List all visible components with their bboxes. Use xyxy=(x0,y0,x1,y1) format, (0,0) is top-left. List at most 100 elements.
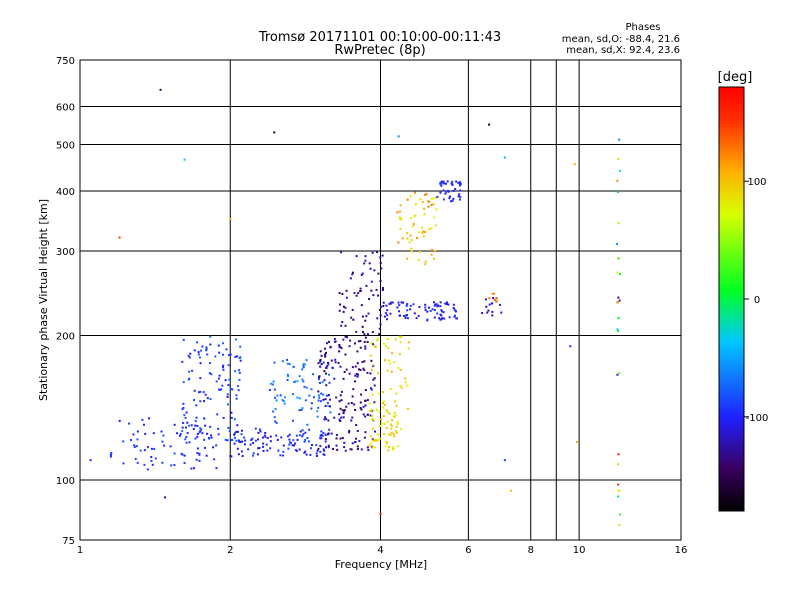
data-point xyxy=(286,362,289,365)
data-point xyxy=(459,184,462,187)
data-point xyxy=(236,430,239,433)
data-point xyxy=(316,415,319,418)
data-point xyxy=(391,301,394,304)
data-point xyxy=(324,354,327,357)
data-point xyxy=(282,450,285,453)
data-point xyxy=(492,292,495,295)
data-point xyxy=(369,387,372,390)
data-point xyxy=(326,433,329,436)
data-point xyxy=(143,449,146,452)
data-point xyxy=(386,369,389,372)
colorbar-ticks: 100 0 -100 xyxy=(744,177,768,424)
data-point xyxy=(282,444,285,447)
data-point xyxy=(276,438,279,441)
data-point xyxy=(315,444,318,447)
data-point xyxy=(257,447,260,450)
data-point xyxy=(256,453,259,456)
data-point xyxy=(381,254,384,257)
data-point xyxy=(423,230,426,233)
data-point xyxy=(373,269,376,272)
data-point xyxy=(198,452,201,455)
y-tick-label: 750 xyxy=(56,56,75,67)
data-point xyxy=(414,203,417,206)
data-point xyxy=(362,367,365,370)
data-point xyxy=(444,192,447,195)
data-point xyxy=(379,323,382,326)
data-point xyxy=(354,342,357,345)
data-point xyxy=(376,339,379,342)
data-point xyxy=(390,427,393,430)
data-point xyxy=(323,449,326,452)
data-point xyxy=(317,406,320,409)
colorbar-tick-label: 100 xyxy=(747,177,766,188)
data-point xyxy=(279,454,282,457)
data-point xyxy=(338,350,341,353)
data-point xyxy=(340,251,343,254)
data-point xyxy=(294,380,297,383)
data-point xyxy=(275,421,278,424)
data-point xyxy=(348,372,351,375)
data-point xyxy=(351,442,354,445)
data-point xyxy=(265,443,268,446)
data-point xyxy=(618,169,621,172)
data-point xyxy=(217,377,220,380)
data-point xyxy=(301,378,304,381)
data-point xyxy=(333,337,336,340)
data-point xyxy=(393,435,396,438)
data-point xyxy=(122,440,125,443)
data-point xyxy=(320,392,323,395)
data-point xyxy=(318,396,321,399)
data-point xyxy=(226,439,229,442)
data-point xyxy=(160,430,163,433)
data-point xyxy=(400,428,403,431)
data-point xyxy=(370,368,373,371)
data-point xyxy=(235,397,238,400)
data-point xyxy=(442,180,445,183)
data-point xyxy=(338,400,341,403)
data-point xyxy=(322,393,325,396)
data-point xyxy=(406,314,409,317)
data-point xyxy=(196,435,199,438)
data-point xyxy=(229,455,232,458)
data-point xyxy=(210,373,213,376)
data-point xyxy=(426,310,429,313)
data-point xyxy=(275,434,278,437)
data-point xyxy=(333,340,336,343)
data-point xyxy=(339,365,342,368)
data-point xyxy=(273,416,276,419)
data-point xyxy=(316,410,319,413)
y-tick-label: 500 xyxy=(56,141,75,152)
data-point xyxy=(379,256,382,259)
data-point xyxy=(373,384,376,387)
data-point xyxy=(150,459,153,462)
data-point xyxy=(378,424,381,427)
data-point xyxy=(199,427,202,430)
data-point xyxy=(618,513,621,516)
data-point xyxy=(343,371,346,374)
data-point xyxy=(434,224,437,227)
data-point xyxy=(264,435,267,438)
data-point xyxy=(441,317,444,320)
data-point xyxy=(376,337,379,340)
data-point xyxy=(485,305,488,308)
data-point xyxy=(617,489,620,492)
data-point xyxy=(492,297,495,300)
data-point xyxy=(439,305,442,308)
data-point xyxy=(225,348,228,351)
data-point xyxy=(432,301,435,304)
data-point xyxy=(159,88,162,91)
data-point xyxy=(363,369,366,372)
data-point xyxy=(359,287,362,290)
data-point xyxy=(186,421,189,424)
data-point xyxy=(366,446,369,449)
colorbar-label: [deg] xyxy=(718,70,753,85)
data-point xyxy=(405,304,408,307)
data-point xyxy=(364,345,367,348)
data-point xyxy=(488,297,491,300)
data-point xyxy=(291,444,294,447)
data-point xyxy=(405,384,408,387)
data-point xyxy=(491,292,494,295)
data-point xyxy=(310,388,313,391)
data-point xyxy=(305,453,308,456)
data-point xyxy=(233,418,236,421)
